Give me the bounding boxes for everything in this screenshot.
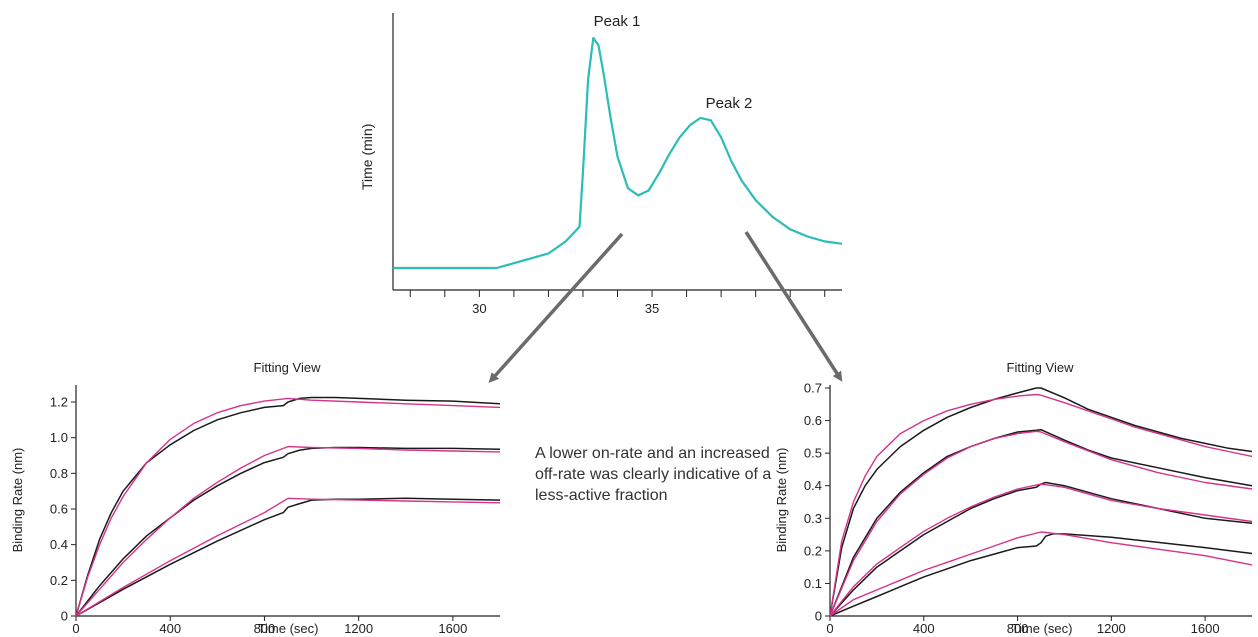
y-tick-label: 0.8 [50,466,68,481]
peak-1-label: Peak 1 [594,13,641,30]
x-tick-label: 400 [913,621,935,636]
y-tick-label: 0.4 [50,537,68,552]
fitting-view-left-ticks: 0 400 800 1200 1600 0 0.2 0.4 0.6 0.8 1.0 1.2 [50,395,467,637]
arrow-to-left-fitting-view [488,232,624,383]
caption-text: A lower on-rate and an increased off-rat… [535,445,772,504]
x-tick-label: 1600 [1191,621,1220,636]
x-tick-label: 800 [1007,621,1029,636]
peak-2-label: Peak 2 [706,95,753,112]
fitting-view-left-chart: Fitting View 0 400 800 1200 1600 0 0.2 0.4 0.6 0.… [10,360,501,637]
y-tick-label: 0.2 [804,543,822,558]
y-tick-label: 1.0 [50,430,68,445]
chromatogram-trace [393,36,843,270]
fitting-view-right-y-label: Binding Rate (nm) [774,448,789,553]
fitting-view-left-x-label: Time (sec) [258,621,319,636]
chromatogram-x-tick-label: 35 [645,301,659,316]
fitting-view-right-title: Fitting View [1007,360,1075,375]
fit-curve [75,497,501,617]
y-tick-label: 0.6 [804,413,822,428]
fit-curve [75,397,501,617]
fit-curve [75,445,501,617]
x-tick-label: 0 [72,621,79,636]
y-tick-label: 0.5 [804,446,822,461]
data-curve [829,387,1253,617]
data-curve [75,396,501,617]
fitting-view-left-curves [75,396,501,617]
y-tick-label: 0.1 [804,576,822,591]
x-tick-label: 400 [159,621,181,636]
arrow-to-right-fitting-view [744,231,843,382]
x-tick-label: 1200 [344,621,373,636]
chromatogram-chart: 30 35 Time (min) Peak 1 Peak 2 [359,13,843,316]
y-tick-label: 0 [61,609,68,624]
y-tick-label: 0.7 [804,381,822,396]
data-curve [829,428,1253,617]
chromatogram-tick-labels: 30 35 [472,301,659,316]
fitting-view-right-ticks: 0 400 800 1200 1600 0 0.1 0.2 0.3 0.4 0.5 0.6 0.7 [804,381,1220,637]
y-tick-label: 0.6 [50,502,68,517]
y-tick-label: 1.2 [50,395,68,410]
data-curve [829,481,1253,617]
y-tick-label: 0.2 [50,573,68,588]
y-tick-label: 0.4 [804,478,822,493]
x-tick-label: 1200 [1097,621,1126,636]
x-tick-label: 1600 [438,621,467,636]
x-tick-label: 800 [254,621,276,636]
y-tick-label: 0.3 [804,511,822,526]
fitting-view-left-title: Fitting View [254,360,322,375]
fitting-view-right-curves [829,387,1253,617]
fit-curve [829,531,1253,617]
chromatogram-y-label: Time (min) [359,124,375,190]
fit-curve [829,393,1253,617]
data-curve [75,446,501,617]
chromatogram-x-tick-label: 30 [472,301,486,316]
fit-curve [829,430,1253,617]
chromatogram-minor-ticks [409,290,826,297]
y-tick-label: 0 [815,609,822,624]
data-curve [75,497,501,617]
fitting-view-right-x-label: Time (sec) [1012,621,1073,636]
fitting-view-left-y-label: Binding Rate (nm) [10,448,25,553]
x-tick-label: 0 [826,621,833,636]
fitting-view-right-chart: Fitting View 0 400 800 1200 1600 0 0.1 0.2 0.3 0.… [774,360,1253,637]
fit-curve [829,483,1253,617]
data-curve [829,533,1253,617]
